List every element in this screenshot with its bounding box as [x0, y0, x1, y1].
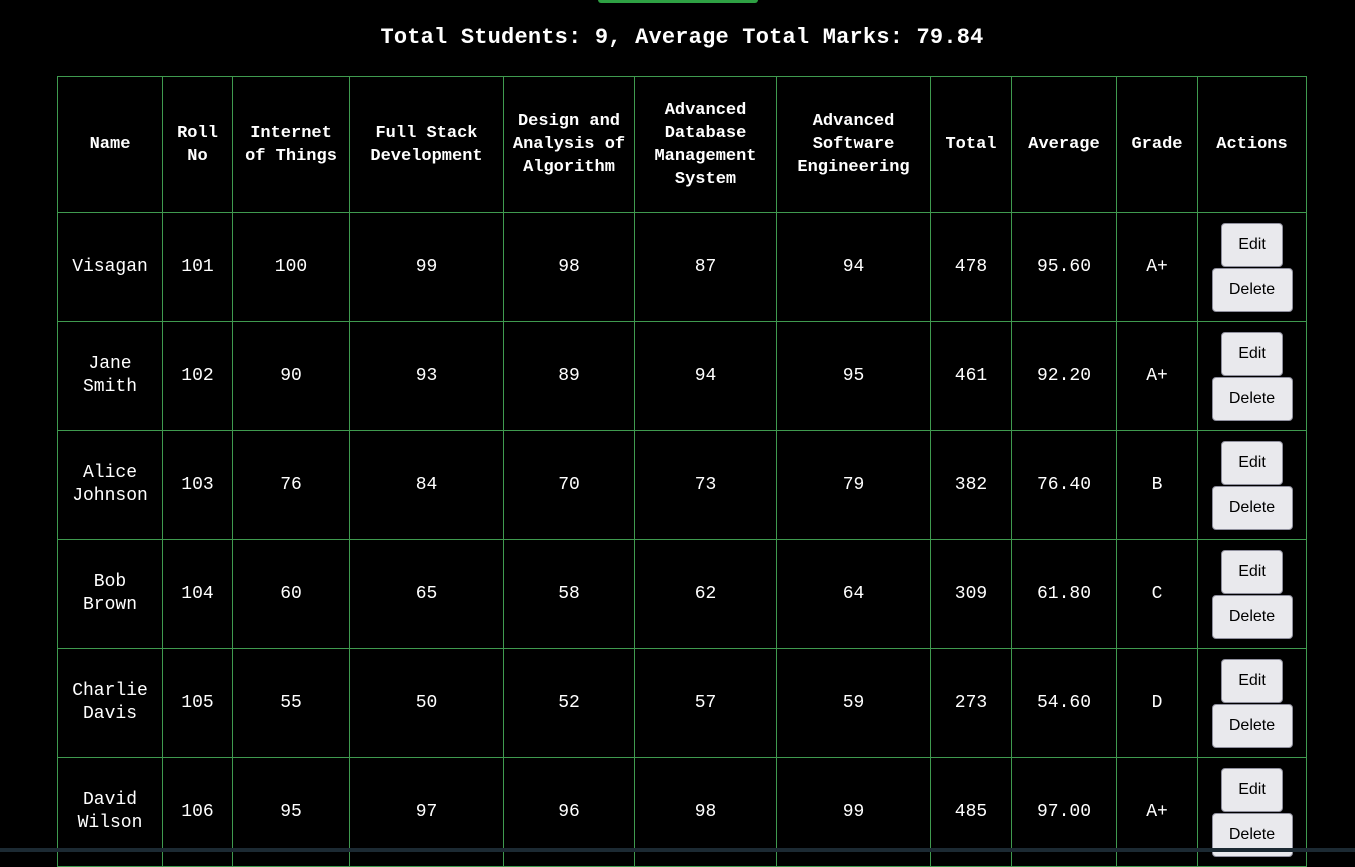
- cell-daa: 58: [503, 539, 635, 649]
- table-row: Bob Brown 104 60 65 58 62 64 309 61.80 C Edit Delet…: [57, 539, 1307, 649]
- cell-total: 478: [930, 212, 1012, 322]
- edit-button[interactable]: Edit: [1221, 549, 1283, 594]
- cell-full-stack: 84: [349, 430, 504, 540]
- delete-button[interactable]: Delete: [1211, 594, 1293, 639]
- delete-button[interactable]: Delete: [1211, 376, 1293, 421]
- cell-grade: A+: [1116, 212, 1198, 322]
- delete-button[interactable]: Delete: [1211, 485, 1293, 530]
- col-header-grade[interactable]: Grade: [1116, 76, 1198, 213]
- cell-full-stack: 99: [349, 212, 504, 322]
- cell-adbms: 94: [634, 321, 777, 431]
- cell-iot: 55: [232, 648, 350, 758]
- cell-daa: 89: [503, 321, 635, 431]
- cell-name: Alice Johnson: [57, 430, 163, 540]
- table-row: Jane Smith 102 90 93 89 94 95 461 92.20 A+ Edit Del…: [57, 321, 1307, 431]
- cell-roll-no: 101: [162, 212, 233, 322]
- cell-name: Visagan: [57, 212, 163, 322]
- cell-roll-no: 102: [162, 321, 233, 431]
- cell-ase: 64: [776, 539, 931, 649]
- cell-name: Jane Smith: [57, 321, 163, 431]
- top-accent-bar: [598, 0, 758, 3]
- cell-ase: 79: [776, 430, 931, 540]
- cell-average: 54.60: [1011, 648, 1117, 758]
- table-row: Visagan 101 100 99 98 87 94 478 95.60 A+ Edit Delet…: [57, 212, 1307, 322]
- cell-full-stack: 65: [349, 539, 504, 649]
- cell-adbms: 73: [634, 430, 777, 540]
- cell-daa: 70: [503, 430, 635, 540]
- col-header-total[interactable]: Total: [930, 76, 1012, 213]
- cell-name: Bob Brown: [57, 539, 163, 649]
- col-header-ase[interactable]: Advanced Software Engineering: [776, 76, 931, 213]
- col-header-average[interactable]: Average: [1011, 76, 1117, 213]
- students-table-container: Name Roll No Internet of Things Full Sta…: [57, 76, 1307, 867]
- cell-actions: Edit Delete: [1197, 539, 1307, 649]
- cell-grade: B: [1116, 430, 1198, 540]
- col-header-full-stack[interactable]: Full Stack Development: [349, 76, 504, 213]
- cell-full-stack: 50: [349, 648, 504, 758]
- horizontal-scrollbar[interactable]: [0, 848, 1355, 852]
- students-table: Name Roll No Internet of Things Full Sta…: [57, 76, 1307, 867]
- cell-grade: C: [1116, 539, 1198, 649]
- edit-button[interactable]: Edit: [1221, 440, 1283, 485]
- cell-adbms: 62: [634, 539, 777, 649]
- cell-actions: Edit Delete: [1197, 321, 1307, 431]
- edit-button[interactable]: Edit: [1221, 658, 1283, 703]
- cell-iot: 100: [232, 212, 350, 322]
- col-header-adbms[interactable]: Advanced Database Management System: [634, 76, 777, 213]
- col-header-daa[interactable]: Design and Analysis of Algorithm: [503, 76, 635, 213]
- col-header-name[interactable]: Name: [57, 76, 163, 213]
- table-body: Visagan 101 100 99 98 87 94 478 95.60 A+ Edit Delet…: [57, 212, 1307, 867]
- cell-full-stack: 93: [349, 321, 504, 431]
- col-header-iot[interactable]: Internet of Things: [232, 76, 350, 213]
- cell-total: 382: [930, 430, 1012, 540]
- edit-button[interactable]: Edit: [1221, 331, 1283, 376]
- cell-ase: 59: [776, 648, 931, 758]
- table-row: Alice Johnson 103 76 84 70 73 79 382 76.40 B Edit D…: [57, 430, 1307, 540]
- cell-ase: 94: [776, 212, 931, 322]
- cell-average: 95.60: [1011, 212, 1117, 322]
- cell-daa: 98: [503, 212, 635, 322]
- delete-button[interactable]: Delete: [1211, 703, 1293, 748]
- cell-ase: 95: [776, 321, 931, 431]
- cell-roll-no: 105: [162, 648, 233, 758]
- cell-actions: Edit Delete: [1197, 648, 1307, 758]
- cell-actions: Edit Delete: [1197, 430, 1307, 540]
- cell-grade: D: [1116, 648, 1198, 758]
- cell-iot: 90: [232, 321, 350, 431]
- cell-iot: 60: [232, 539, 350, 649]
- cell-actions: Edit Delete: [1197, 212, 1307, 322]
- cell-total: 461: [930, 321, 1012, 431]
- cell-daa: 52: [503, 648, 635, 758]
- cell-roll-no: 104: [162, 539, 233, 649]
- col-header-actions: Actions: [1197, 76, 1307, 213]
- edit-button[interactable]: Edit: [1221, 767, 1283, 812]
- cell-adbms: 87: [634, 212, 777, 322]
- cell-total: 273: [930, 648, 1012, 758]
- table-row: Charlie Davis 105 55 50 52 57 59 273 54.60 D Edit D…: [57, 648, 1307, 758]
- col-header-roll-no[interactable]: Roll No: [162, 76, 233, 213]
- cell-adbms: 57: [634, 648, 777, 758]
- cell-average: 61.80: [1011, 539, 1117, 649]
- edit-button[interactable]: Edit: [1221, 222, 1283, 267]
- cell-name: Charlie Davis: [57, 648, 163, 758]
- cell-roll-no: 103: [162, 430, 233, 540]
- table-header-row: Name Roll No Internet of Things Full Sta…: [57, 76, 1307, 213]
- cell-iot: 76: [232, 430, 350, 540]
- cell-total: 309: [930, 539, 1012, 649]
- cell-average: 76.40: [1011, 430, 1117, 540]
- summary-text: Total Students: 9, Average Total Marks: …: [380, 25, 984, 50]
- delete-button[interactable]: Delete: [1211, 267, 1293, 312]
- cell-average: 92.20: [1011, 321, 1117, 431]
- cell-grade: A+: [1116, 321, 1198, 431]
